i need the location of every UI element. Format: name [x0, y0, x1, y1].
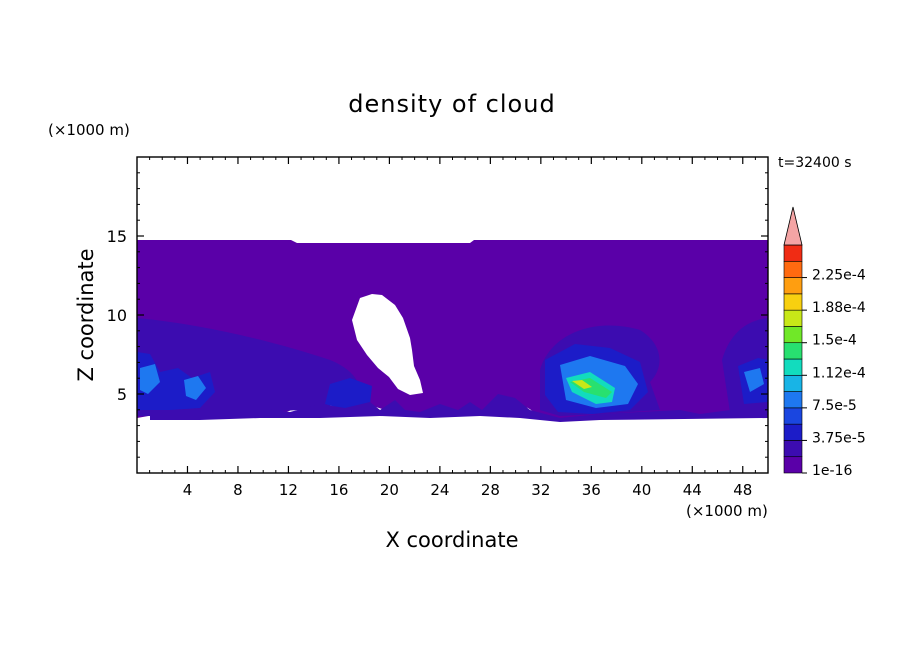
colorbar-swatch	[783, 244, 803, 262]
x-tick-label: 16	[329, 481, 348, 499]
colorbar-label: 7.5e-5	[812, 398, 857, 414]
colorbar-swatch	[783, 423, 803, 441]
x-tick-label: 24	[430, 481, 449, 499]
bright-cell-left-a	[140, 364, 160, 394]
bottom-fringe	[150, 394, 768, 422]
y-tick-label: 5	[117, 385, 127, 404]
colorbar-swatch	[783, 407, 803, 425]
x-tick-label: 48	[733, 481, 752, 499]
y-tick-label: 15	[107, 227, 127, 246]
bright-cell-left-b	[184, 376, 206, 400]
colorbar: 1e-16 3.75e-5 7.5e-5 1.12e-4 1.5e-4 1.88e-4 2.…	[783, 206, 866, 479]
colorbar-swatch	[783, 342, 803, 360]
colorbar-label: 1e-16	[812, 463, 852, 479]
x-tick-label: 8	[233, 481, 243, 499]
x-tick-label: 20	[380, 481, 399, 499]
colorbar-swatch	[783, 456, 803, 474]
x-tick-label: 40	[632, 481, 651, 499]
colorbar-swatch	[783, 309, 803, 327]
colorbar-swatch	[783, 374, 803, 392]
colorbar-swatch	[783, 391, 803, 409]
colorbar-swatch	[783, 358, 803, 376]
x-tick-label: 36	[582, 481, 601, 499]
chart-title: density of cloud	[348, 90, 555, 118]
x-tick-label: 4	[183, 481, 193, 499]
x-tick-label: 32	[531, 481, 550, 499]
colorbar-swatch	[783, 260, 803, 278]
x-axis-label: X coordinate	[385, 528, 518, 552]
colorbar-label: 1.5e-4	[812, 333, 857, 349]
deep-cell-mid	[325, 378, 372, 410]
x-unit-label: (×1000 m)	[686, 502, 768, 520]
colorbar-swatch	[783, 440, 803, 458]
colorbar-label: 3.75e-5	[812, 430, 866, 446]
x-ticks: 4 8 12 16 20 24 28 32 36 40 44 48	[149, 157, 756, 499]
colorbar-label: 1.12e-4	[812, 365, 866, 381]
colorbar-label: 1.88e-4	[812, 300, 866, 316]
x-tick-label: 28	[481, 481, 500, 499]
clear-gap-region	[352, 294, 423, 395]
y-tick-label: 10	[107, 306, 127, 325]
y-ticks: 5 10 15	[107, 172, 768, 458]
time-label: t=32400 s	[778, 155, 852, 171]
bright-cell-right	[744, 368, 764, 392]
x-tick-label: 44	[683, 481, 702, 499]
colorbar-swatch	[783, 326, 803, 344]
y-axis-label: Z coordinate	[74, 248, 98, 381]
y-unit-label: (×1000 m)	[48, 121, 130, 139]
colorbar-swatch	[783, 293, 803, 311]
colorbar-swatch	[783, 277, 803, 295]
density-field	[137, 240, 768, 422]
x-tick-label: 12	[279, 481, 298, 499]
colorbar-label: 2.25e-4	[812, 268, 866, 284]
core-peak	[572, 380, 592, 389]
colorbar-overflow-arrow	[783, 206, 803, 246]
